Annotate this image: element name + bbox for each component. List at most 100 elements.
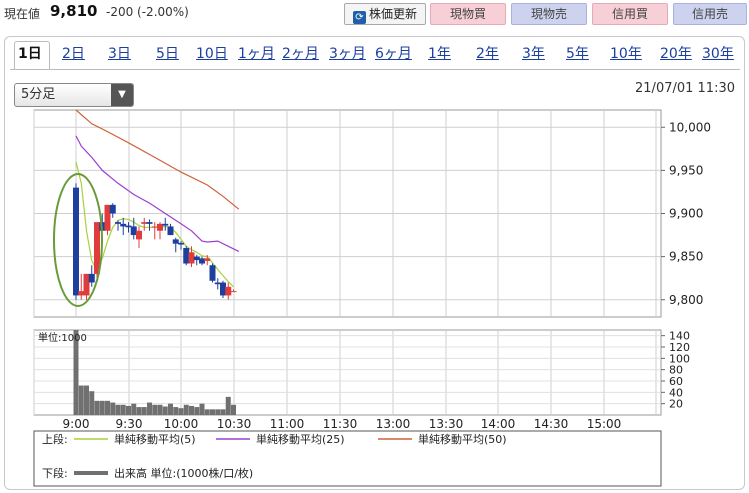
refresh-icon: ⟳: [352, 11, 366, 24]
candle-7: [109, 204, 116, 214]
volume-bar-1: [78, 385, 84, 415]
tab-14[interactable]: 20年: [660, 46, 692, 62]
candle-15: [151, 226, 158, 228]
tab-10[interactable]: 2年: [476, 46, 499, 62]
tab-13[interactable]: 10年: [610, 46, 642, 62]
volume-tick-label-5: 120: [669, 341, 690, 354]
volume-bar-18: [168, 403, 173, 415]
candle-29: [225, 286, 232, 296]
tab-9[interactable]: 1年: [428, 46, 451, 62]
tab-11[interactable]: 3年: [522, 46, 545, 62]
ma-line-1: [75, 135, 240, 252]
volume-bar-19: [173, 407, 179, 415]
margin-sell-button[interactable]: 信用売: [673, 3, 747, 25]
current-price: 9,810: [50, 2, 98, 20]
volume-bar-28: [220, 409, 226, 415]
candle-3: [88, 273, 95, 283]
x-tick-label-3: 10:30: [217, 417, 252, 431]
x-tick-label-2: 10:00: [164, 417, 199, 431]
x-tick-label-9: 14:30: [534, 417, 569, 431]
volume-bar-7: [110, 402, 116, 415]
current-price-label: 現在値: [4, 7, 41, 21]
period-tabs: 1日 2日 3日 5日 10日 1ヶ月 2ヶ月 3ヶ月 6ヶ月 1年 2年 3年 5年 10年 20年 30年: [4, 37, 744, 71]
volume-bar-11: [131, 403, 137, 415]
tab-1[interactable]: 2日: [62, 46, 85, 62]
volume-bar-10: [126, 405, 131, 415]
candle-1: [78, 291, 85, 296]
tab-12[interactable]: 5年: [566, 46, 589, 62]
candle-8: [115, 222, 121, 224]
volume-bar-17: [162, 406, 168, 415]
candle-6: [104, 204, 111, 231]
volume-bar-15: [152, 404, 158, 415]
legend-lower-label: 下段:: [42, 466, 68, 480]
candle-26: [209, 265, 216, 281]
candle-16: [157, 223, 163, 231]
refresh-button[interactable]: ⟳ 株価更新: [344, 3, 426, 25]
volume-bar-6: [105, 400, 110, 415]
volume-bar-25: [204, 409, 210, 415]
volume-bar-4: [94, 400, 100, 415]
candle-28: [220, 282, 226, 296]
volume-bar-23: [194, 407, 200, 415]
volume-bar-30: [231, 404, 236, 415]
x-tick-label-4: 11:00: [270, 417, 305, 431]
tab-2[interactable]: 3日: [108, 46, 131, 62]
x-tick-label-10: 15:00: [587, 417, 622, 431]
spot-sell-button[interactable]: 現物売: [511, 3, 587, 25]
highlight-ellipse: [53, 173, 103, 307]
volume-bar-27: [215, 409, 221, 415]
legend-volume-label: 出来高 単位:(1000株/口/枚): [114, 466, 253, 480]
volume-unit-label: 単位:1000: [38, 331, 87, 344]
tab-5[interactable]: 1ヶ月: [238, 46, 275, 62]
candle-0: [73, 187, 79, 296]
volume-bar-8: [115, 404, 121, 415]
tab-8[interactable]: 6ヶ月: [375, 46, 412, 62]
refresh-label: 株価更新: [368, 7, 417, 21]
tab-6[interactable]: 2ヶ月: [282, 46, 319, 62]
candle-14: [146, 222, 153, 224]
volume-bar-29: [225, 396, 231, 415]
candle-4: [94, 222, 100, 274]
volume-bar-5: [99, 400, 105, 415]
candle-2: [83, 273, 90, 296]
legend-ma-label-2: 単純移動平均(50): [418, 432, 507, 446]
volume-bar-2: [84, 385, 89, 415]
candle-12: [136, 230, 142, 240]
x-tick-label-0: 9:00: [63, 417, 90, 431]
interval-select[interactable]: 5分足 ▼: [14, 83, 134, 107]
x-tick-label-5: 11:30: [323, 417, 358, 431]
x-tick-label-6: 13:00: [376, 417, 411, 431]
tab-3[interactable]: 5日: [156, 46, 179, 62]
volume-bar-16: [157, 404, 163, 415]
volume-tick-label-2: 60: [669, 375, 683, 388]
legend-ma-label-1: 単純移動平均(25): [256, 432, 345, 446]
x-tick-label-1: 9:30: [116, 417, 143, 431]
volume-bar-22: [189, 405, 194, 415]
legend-upper-label: 上段:: [42, 432, 68, 446]
tab-15[interactable]: 30年: [702, 46, 734, 62]
tab-7[interactable]: 3ヶ月: [329, 46, 366, 62]
tab-4[interactable]: 10日: [196, 46, 228, 62]
volume-bar-26: [210, 409, 215, 415]
volume-bar-12: [136, 407, 142, 415]
volume-bar-21: [183, 404, 189, 415]
volume-tick-label-1: 40: [669, 386, 683, 399]
volume-tick-label-3: 80: [669, 364, 683, 377]
chart-datetime: 21/07/01 11:30: [635, 81, 735, 96]
x-tick-label-8: 14:00: [481, 417, 516, 431]
volume-bar-9: [120, 404, 126, 415]
candle-13: [141, 222, 148, 224]
tab-0[interactable]: 1日: [18, 46, 42, 62]
spot-buy-button[interactable]: 現物買: [430, 3, 506, 25]
candle-19: [172, 239, 179, 244]
volume-bar-24: [199, 403, 205, 415]
margin-buy-button[interactable]: 信用買: [592, 3, 668, 25]
price-change: -200 (-2.00%): [106, 5, 189, 19]
volume-bar-0: [73, 330, 79, 415]
candle-18: [167, 226, 174, 236]
active-tab-frame: [14, 41, 50, 70]
volume-bar-14: [147, 402, 152, 415]
price-tick-label-4: 10,000: [669, 120, 711, 134]
chevron-down-icon: ▼: [111, 84, 133, 106]
